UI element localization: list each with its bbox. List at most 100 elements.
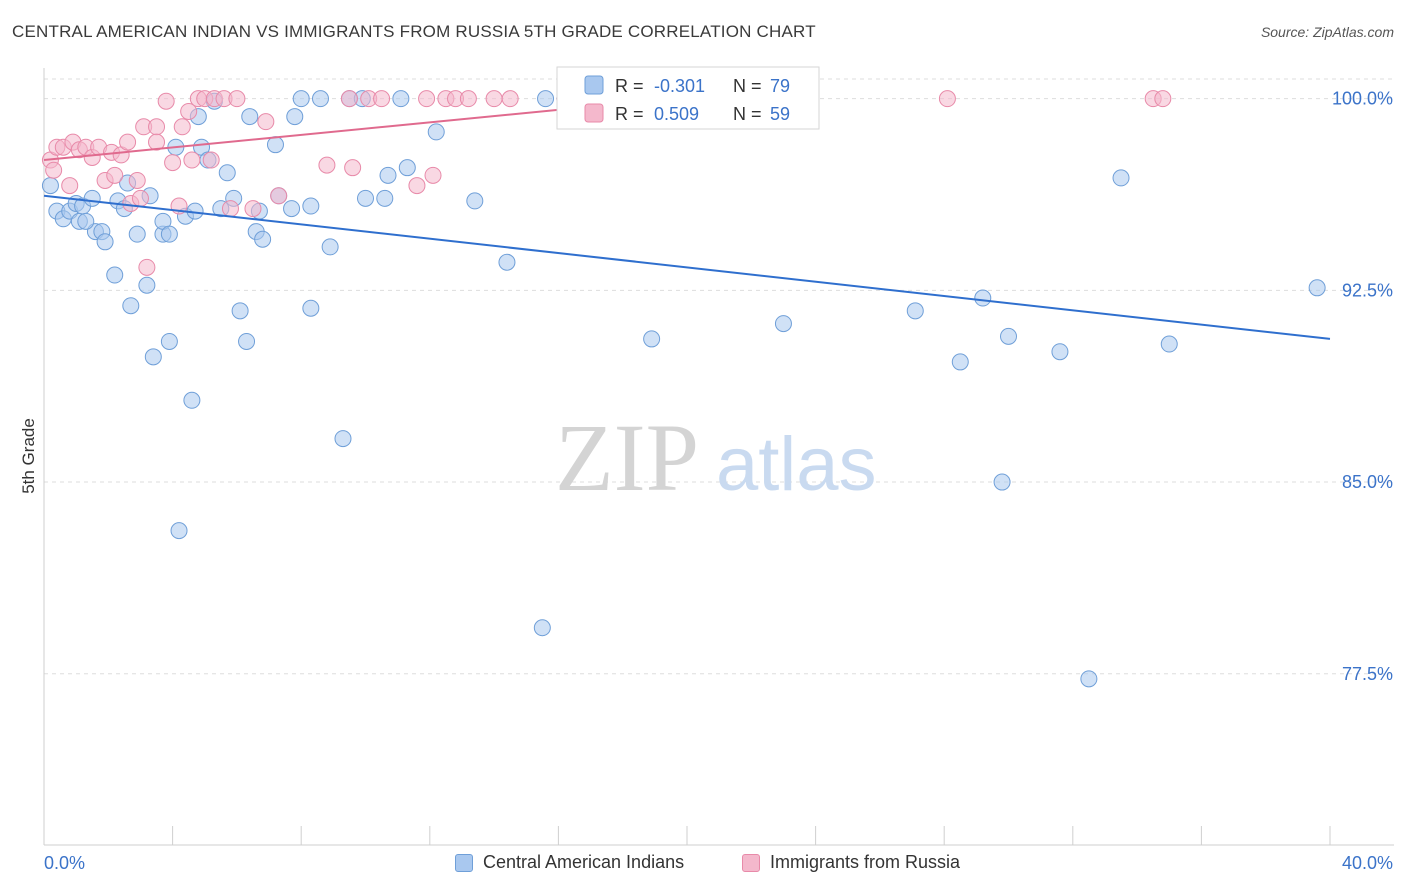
data-point-pink [221, 200, 239, 218]
trend-line-blue [43, 194, 1331, 340]
source-label: Source: ZipAtlas.com [1260, 24, 1394, 40]
legend-label: Central American Indians [483, 852, 685, 872]
data-point-blue [1112, 169, 1130, 187]
data-point-pink [270, 187, 288, 205]
data-point-pink [340, 90, 358, 108]
data-point-pink [128, 171, 146, 189]
data-point-blue [1160, 335, 1178, 353]
legend-r-value-blue: -0.301 [654, 76, 705, 96]
data-point-pink [408, 177, 426, 195]
legend-r-label-blue: R = [615, 76, 644, 96]
data-point-pink [257, 113, 275, 131]
data-point-pink [45, 161, 63, 179]
data-point-blue [466, 192, 484, 210]
x-tick-label: 40.0% [1342, 853, 1393, 873]
data-point-pink [180, 102, 198, 120]
data-point-pink [501, 90, 519, 108]
data-point-blue [392, 90, 410, 108]
legend-swatch-icon [742, 853, 760, 872]
data-point-pink [938, 90, 956, 108]
data-point-blue [357, 189, 374, 207]
data-point-blue [643, 330, 661, 348]
data-point-blue [238, 332, 256, 350]
data-point-blue [906, 302, 924, 320]
data-point-pink [106, 166, 124, 184]
data-point-pink [202, 151, 220, 169]
data-point-blue [241, 108, 259, 126]
axes [43, 68, 1394, 846]
x-tick-labels: 0.0% 40.0% [44, 853, 1393, 873]
data-point-pink [244, 200, 262, 218]
data-point-blue [266, 136, 284, 154]
legend-item-central-american-indians[interactable]: Central American Indians [455, 852, 684, 873]
data-point-blue [218, 164, 236, 182]
y-tick-label: 77.5% [1342, 664, 1393, 684]
data-point-blue [160, 225, 178, 243]
legend-n-value-blue: 79 [770, 76, 790, 96]
data-point-blue [128, 225, 146, 243]
data-point-pink [157, 92, 175, 110]
data-point-pink [373, 90, 391, 108]
y-tick-label: 100.0% [1332, 89, 1393, 109]
data-point-blue [283, 200, 301, 218]
data-point-pink [164, 154, 182, 172]
correlation-legend: R = -0.301 N = 79 R = 0.509 N = 59 [556, 66, 820, 130]
data-point-pink [344, 159, 362, 177]
data-point-blue [122, 297, 140, 315]
grid-lines [44, 78, 1394, 675]
data-point-blue [106, 266, 124, 284]
y-tick-label: 85.0% [1342, 472, 1393, 492]
data-point-blue [311, 90, 329, 108]
data-point-blue [96, 233, 114, 251]
data-point-pink [318, 156, 336, 174]
legend-label: Immigrants from Russia [770, 852, 961, 872]
legend-r-value-pink: 0.509 [654, 104, 699, 124]
data-point-pink [173, 118, 191, 136]
legend-r-label-pink: R = [615, 104, 644, 124]
x-tick-label: 0.0% [44, 853, 85, 873]
data-point-pink [459, 90, 477, 108]
series-central-american-indians [41, 90, 1326, 688]
legend-n-label-pink: N = [733, 104, 762, 124]
data-point-pink [485, 90, 503, 108]
data-point-blue [774, 315, 792, 333]
data-point-pink [1154, 90, 1172, 108]
data-point-blue [77, 212, 95, 230]
data-point-blue [1308, 279, 1326, 297]
data-point-blue [398, 159, 416, 177]
data-point-blue [286, 108, 304, 126]
data-point-blue [160, 332, 178, 350]
legend-n-label-blue: N = [733, 76, 762, 96]
data-point-blue [231, 302, 249, 320]
data-point-pink [424, 166, 442, 184]
data-point-blue [138, 276, 156, 294]
data-point-pink [131, 189, 149, 207]
data-point-blue [427, 123, 445, 141]
y-tick-label: 92.5% [1342, 280, 1393, 300]
data-point-blue [183, 391, 201, 409]
data-point-blue [993, 473, 1011, 491]
data-point-blue [498, 253, 516, 271]
data-point-blue [302, 299, 320, 317]
data-point-blue [41, 177, 59, 195]
data-point-blue [376, 189, 394, 207]
legend-item-immigrants-from-russia[interactable]: Immigrants from Russia [742, 852, 960, 873]
data-point-blue [321, 238, 339, 256]
data-point-blue [974, 289, 992, 307]
chart-title: CENTRAL AMERICAN INDIAN VS IMMIGRANTS FR… [12, 22, 816, 41]
data-point-pink [119, 133, 137, 151]
watermark-atlas: atlas [716, 422, 877, 507]
data-point-pink [138, 258, 156, 276]
data-point-pink [183, 151, 201, 169]
data-point-blue [302, 197, 320, 215]
data-point-blue [170, 522, 188, 540]
data-point-blue [144, 348, 162, 366]
legend-n-value-pink: 59 [770, 104, 790, 124]
data-point-blue [292, 90, 310, 108]
y-tick-labels: 77.5% 85.0% 92.5% 100.0% [1332, 89, 1393, 684]
watermark-zip: ZIP [555, 404, 699, 511]
data-point-blue [537, 90, 555, 108]
data-point-blue [254, 230, 272, 248]
data-point-pink [61, 177, 79, 195]
